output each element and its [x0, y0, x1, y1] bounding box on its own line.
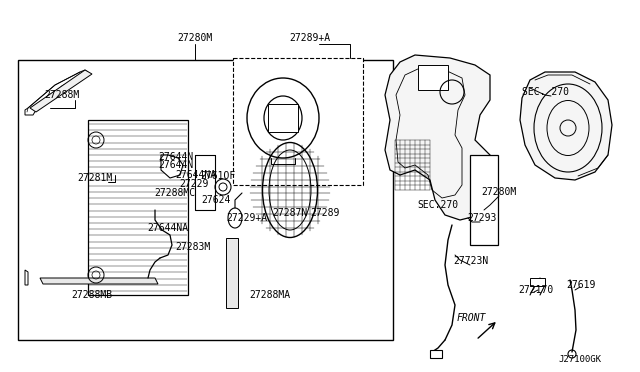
Text: 27624: 27624: [202, 195, 230, 205]
Text: 27280M: 27280M: [481, 187, 516, 197]
Text: 27283M: 27283M: [175, 242, 211, 252]
Text: 27229: 27229: [179, 179, 209, 189]
Text: FRONT: FRONT: [456, 313, 486, 323]
Text: 27289+A: 27289+A: [289, 33, 331, 43]
Polygon shape: [161, 155, 183, 178]
Text: 27644N: 27644N: [158, 160, 194, 170]
Bar: [18, 60, 393, 340]
Text: SEC. 270: SEC. 270: [522, 87, 568, 97]
Bar: [430, 350, 442, 358]
Text: 27723N: 27723N: [453, 256, 488, 266]
Polygon shape: [226, 238, 238, 308]
Text: 27644NA: 27644NA: [175, 170, 216, 180]
Text: 27280M: 27280M: [177, 33, 212, 43]
Text: 27288M: 27288M: [44, 90, 79, 100]
Text: 27287N: 27287N: [273, 208, 308, 218]
Polygon shape: [25, 70, 88, 115]
Polygon shape: [520, 72, 612, 180]
Text: 27293: 27293: [467, 213, 497, 223]
Text: 27644NA: 27644NA: [147, 223, 189, 233]
Text: 27281M: 27281M: [77, 173, 113, 183]
Text: 27289: 27289: [310, 208, 340, 218]
Polygon shape: [385, 55, 490, 220]
Text: SEC.270: SEC.270: [417, 200, 459, 210]
Bar: [530, 278, 545, 286]
Polygon shape: [30, 70, 92, 112]
Bar: [268, 104, 298, 132]
Text: 27288MB: 27288MB: [72, 290, 113, 300]
Polygon shape: [40, 278, 158, 284]
Text: 27229+A: 27229+A: [227, 213, 268, 223]
Text: 2761OF: 2761OF: [200, 171, 236, 181]
Bar: [88, 120, 188, 295]
Polygon shape: [25, 270, 28, 285]
Bar: [233, 58, 363, 185]
Bar: [470, 155, 498, 245]
Bar: [418, 65, 448, 90]
Text: 27288MA: 27288MA: [250, 290, 291, 300]
Text: 272170: 272170: [518, 285, 554, 295]
Text: 27288MC: 27288MC: [154, 188, 196, 198]
Text: 27619: 27619: [566, 280, 596, 290]
Text: 27644N: 27644N: [158, 152, 194, 162]
Text: J27100GK: J27100GK: [559, 356, 602, 365]
